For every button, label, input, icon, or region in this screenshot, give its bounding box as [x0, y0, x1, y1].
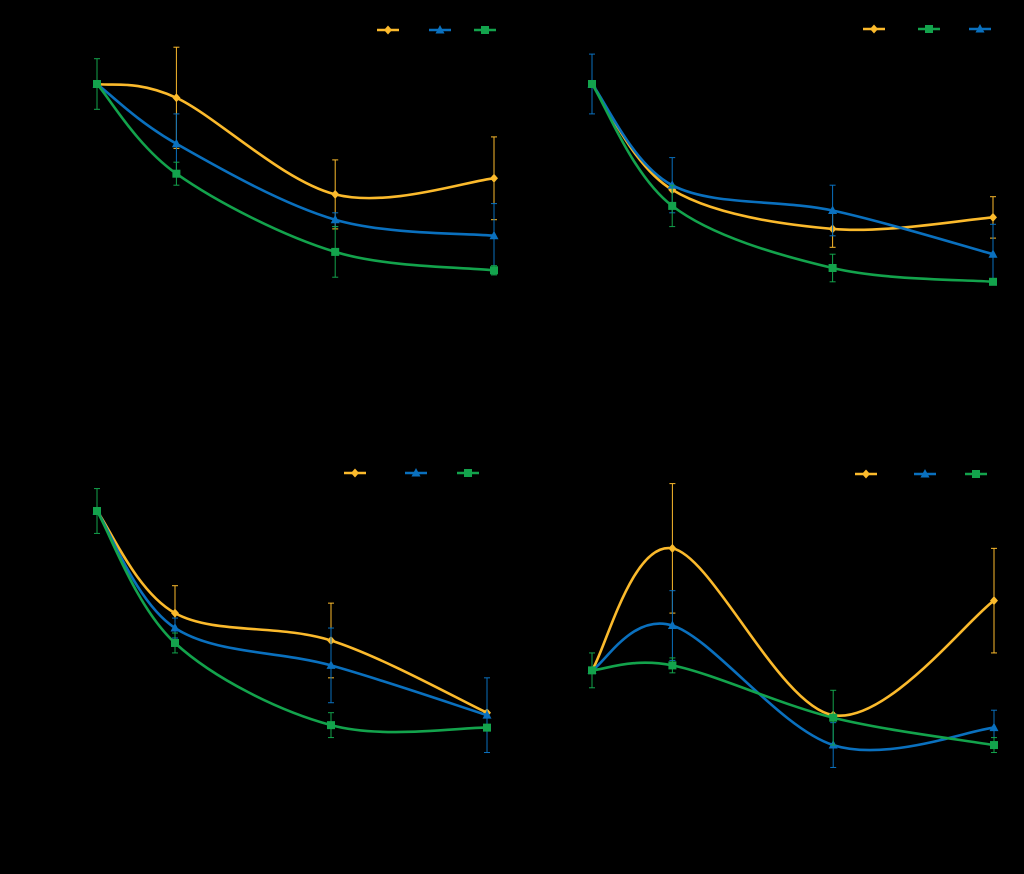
series-green	[588, 652, 998, 754]
data-point	[588, 80, 596, 88]
data-point	[490, 173, 498, 183]
data-point	[331, 189, 340, 199]
data-point	[989, 277, 997, 286]
legend-marker	[411, 468, 421, 477]
legend-marker	[384, 25, 392, 35]
series-green	[588, 80, 997, 286]
legend-item-green	[457, 469, 479, 477]
legend	[344, 468, 479, 478]
data-point	[667, 180, 677, 189]
data-point	[988, 249, 998, 258]
legend-marker	[351, 468, 359, 478]
data-point	[172, 169, 181, 178]
legend-marker	[862, 469, 870, 479]
data-point	[990, 741, 998, 750]
legend-item-blue	[429, 25, 451, 34]
data-point	[667, 620, 677, 630]
data-point	[828, 205, 838, 214]
series-line	[590, 82, 995, 284]
legend-item-green	[474, 26, 496, 34]
legend-item-yellow	[377, 25, 399, 35]
legend-item-yellow	[855, 469, 877, 479]
series-line	[95, 82, 496, 238]
data-point	[172, 93, 181, 103]
legend-marker	[464, 469, 472, 477]
data-point	[171, 138, 181, 148]
series-line	[95, 509, 489, 717]
data-point	[829, 713, 838, 722]
legend-item-blue	[914, 469, 936, 478]
data-point	[327, 721, 335, 730]
legend-item-blue	[969, 24, 991, 33]
data-point	[93, 80, 101, 88]
panel-top-left	[92, 25, 499, 278]
data-point	[330, 214, 340, 224]
legend-marker	[972, 470, 980, 478]
legend-marker	[870, 24, 878, 34]
legend	[863, 24, 991, 34]
legend	[855, 469, 987, 479]
legend-item-yellow	[344, 468, 366, 478]
data-point	[326, 660, 336, 669]
legend-item-green	[918, 25, 940, 33]
series-line	[95, 509, 489, 714]
panel-bottom-left	[92, 468, 492, 754]
legend-marker	[481, 26, 489, 34]
data-point	[989, 212, 997, 222]
series-green	[93, 488, 491, 739]
legend-item-blue	[405, 468, 427, 477]
data-point	[668, 543, 677, 553]
data-point	[990, 596, 998, 606]
panel-bottom-right	[587, 469, 999, 768]
legend-marker	[925, 25, 933, 33]
data-point	[668, 661, 677, 670]
series-line	[95, 82, 496, 200]
data-point	[490, 266, 498, 275]
data-point	[170, 623, 180, 632]
series-line	[590, 82, 995, 256]
data-point	[93, 507, 101, 515]
series-blue	[92, 506, 492, 754]
data-point	[489, 230, 499, 240]
series-line	[95, 509, 489, 734]
series-line	[590, 547, 996, 717]
series-line	[95, 82, 496, 272]
legend-marker	[435, 25, 445, 34]
data-point	[588, 666, 596, 675]
panel-top-right	[587, 24, 998, 286]
data-point	[171, 638, 179, 647]
data-point	[828, 264, 837, 272]
series-line	[590, 622, 996, 752]
legend-item-yellow	[863, 24, 885, 34]
legend-marker	[975, 24, 985, 33]
legend-marker	[920, 469, 930, 478]
legend	[377, 25, 496, 35]
data-point	[482, 710, 492, 719]
series-green	[93, 58, 498, 278]
data-point	[171, 608, 179, 618]
data-point	[483, 723, 491, 732]
data-point	[331, 247, 340, 256]
data-point	[668, 201, 677, 210]
series-line	[590, 661, 996, 747]
legend-item-green	[965, 470, 987, 478]
data-point	[989, 722, 999, 732]
